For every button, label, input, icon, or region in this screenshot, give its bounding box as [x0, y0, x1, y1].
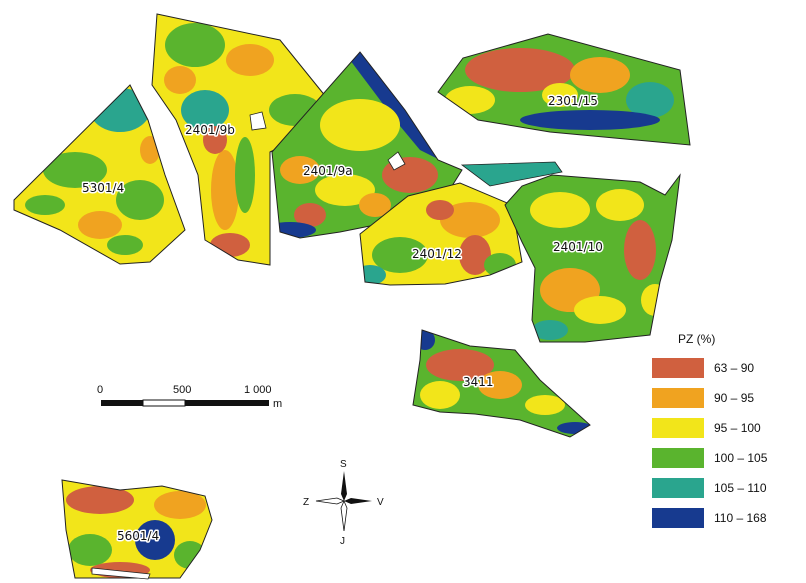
field-label-2401-9b: 2401/9b: [185, 123, 235, 137]
field-label-2401-12: 2401/12: [412, 247, 462, 261]
legend: PZ (%) 63 – 90 90 – 95 95 – 100 100 – 10…: [652, 332, 806, 538]
legend-swatch: [652, 508, 704, 528]
scale-tick-1000: 1 000: [244, 384, 272, 396]
legend-label: 105 – 110: [714, 481, 767, 495]
legend-item: 105 – 110: [652, 478, 806, 498]
field-2301-15: [437, 33, 691, 146]
legend-swatch: [652, 388, 704, 408]
legend-item: 110 – 168: [652, 508, 806, 528]
legend-item: 63 – 90: [652, 358, 806, 378]
legend-item: 95 – 100: [652, 418, 806, 438]
compass-north: S: [340, 459, 347, 470]
field-5301-4: [13, 84, 186, 265]
scale-bar: 0 500 1 000 m: [97, 384, 282, 410]
field-2401-10: [504, 173, 681, 343]
field-2401-9b: [151, 13, 344, 266]
field-label-3411: 3411: [463, 375, 494, 389]
scale-tick-0: 0: [97, 384, 103, 396]
field-3411: [412, 329, 591, 438]
compass-west: Z: [303, 497, 309, 508]
field-label-2301-15: 2301/15: [548, 94, 598, 108]
legend-label: 63 – 90: [714, 361, 755, 375]
scale-tick-500: 500: [173, 384, 191, 396]
legend-item: 90 – 95: [652, 388, 806, 408]
legend-swatch: [652, 358, 704, 378]
legend-swatch: [652, 418, 704, 438]
field-label-2401-9a: 2401/9a: [303, 164, 353, 178]
legend-label: 95 – 100: [714, 421, 761, 435]
field-label-2401-10: 2401/10: [553, 240, 603, 254]
scale-unit: m: [273, 398, 282, 410]
legend-title: PZ (%): [678, 332, 716, 346]
legend-swatch: [652, 448, 704, 468]
field-strip: [460, 161, 563, 187]
compass-rose-icon: S J Z V: [303, 459, 384, 547]
field-5601-4: [61, 479, 213, 580]
field-label-5601-4: 5601/4: [117, 529, 159, 543]
legend-item: 100 – 105: [652, 448, 806, 468]
field-2401-9a: [271, 51, 463, 239]
compass-south: J: [340, 536, 345, 547]
compass-east: V: [377, 497, 384, 508]
legend-label: 110 – 168: [714, 511, 767, 525]
legend-label: 90 – 95: [714, 391, 755, 405]
field-label-5301-4: 5301/4: [82, 181, 124, 195]
legend-label: 100 – 105: [714, 451, 768, 465]
legend-swatch: [652, 478, 704, 498]
